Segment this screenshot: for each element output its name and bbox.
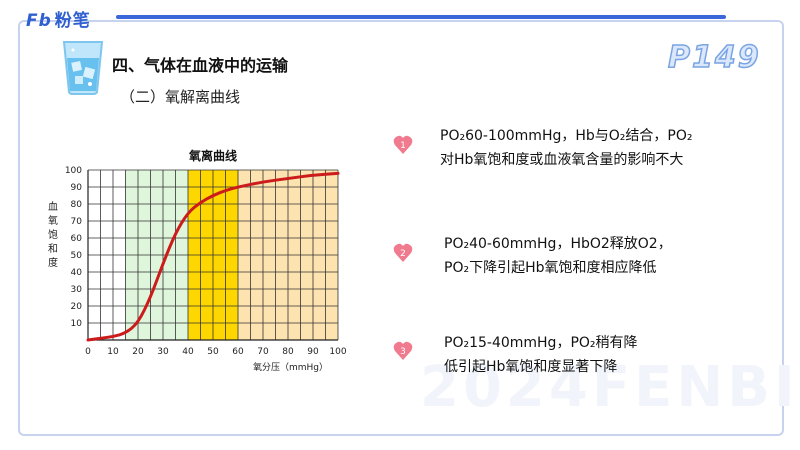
x-tick-50: 50 <box>207 347 219 357</box>
logo-mark: Fb <box>26 11 52 31</box>
x-tick-0: 0 <box>85 347 91 357</box>
x-tick-100: 100 <box>329 347 346 357</box>
point-1-line2: 对Hb氧饱和度或血液氧含量的影响不大 <box>440 152 684 168</box>
section-subtitle: （二）氧解离曲线 <box>120 88 241 106</box>
x-tick-20: 20 <box>132 347 144 357</box>
y-tick-100: 100 <box>65 166 82 176</box>
y-tick-60: 60 <box>71 234 83 244</box>
x-tick-10: 10 <box>107 347 119 357</box>
point-2-line1: PO₂40-60mmHg，HbO2释放O2， <box>444 236 672 252</box>
oxygen-dissociation-chart: 0 10 20 30 40 50 60 70 80 90 100 10 20 30 40 50 60 70 80 90… <box>48 148 347 373</box>
page-number: P149 <box>667 39 761 76</box>
point-2-text: PO₂40-60mmHg，HbO2释放O2， PO₂下降引起Hb氧饱和度相应降低 <box>444 232 672 280</box>
point-3-number: 3 <box>400 347 406 357</box>
x-tick-40: 40 <box>182 347 194 357</box>
x-tick-60: 60 <box>232 347 244 357</box>
y-tick-10: 10 <box>71 319 83 329</box>
point-1-text: PO₂60-100mmHg，Hb与O₂结合，PO₂ 对Hb氧饱和度或血液氧含量的… <box>440 124 692 172</box>
point-1-badge: 1 <box>393 135 413 154</box>
y-tick-30: 30 <box>71 285 83 295</box>
y-tick-70: 70 <box>71 217 83 227</box>
y-tick-40: 40 <box>71 268 83 278</box>
x-tick-30: 30 <box>157 347 169 357</box>
water-glass-icon <box>62 41 104 95</box>
chart-title: 氧离曲线 <box>188 148 237 163</box>
x-tick-70: 70 <box>257 347 269 357</box>
point-2-badge: 2 <box>393 243 413 262</box>
y-tick-20: 20 <box>71 302 83 312</box>
point-2-number: 2 <box>400 249 406 259</box>
x-axis-label: 氧分压（mmHg） <box>253 361 328 373</box>
logo-text: 粉笔 <box>54 11 91 31</box>
y-axis-label: 血氧饱和度 <box>48 200 58 269</box>
point-2-line2: PO₂下降引起Hb氧饱和度相应降低 <box>444 260 657 276</box>
y-tick-50: 50 <box>71 251 83 261</box>
header-bar <box>116 15 726 19</box>
fenbi-logo: Fb 粉笔 <box>26 6 91 31</box>
point-1-number: 1 <box>400 141 406 151</box>
section-title: 四、气体在血液中的运输 <box>112 56 289 75</box>
point-3-line2: 低引起Hb氧饱和度显著下降 <box>444 359 618 375</box>
point-3-text: PO₂15-40mmHg，PO₂稍有降 低引起Hb氧饱和度显著下降 <box>444 331 638 379</box>
x-tick-80: 80 <box>282 347 294 357</box>
point-3-badge: 3 <box>393 341 413 360</box>
dissociation-curve <box>86 171 340 342</box>
y-tick-90: 90 <box>71 183 83 193</box>
point-1-line1: PO₂60-100mmHg，Hb与O₂结合，PO₂ <box>440 128 693 144</box>
y-tick-80: 80 <box>71 200 83 210</box>
x-tick-90: 90 <box>307 347 319 357</box>
watermark: 2024FENBI <box>420 355 799 420</box>
point-3-line1: PO₂15-40mmHg，PO₂稍有降 <box>444 335 638 351</box>
